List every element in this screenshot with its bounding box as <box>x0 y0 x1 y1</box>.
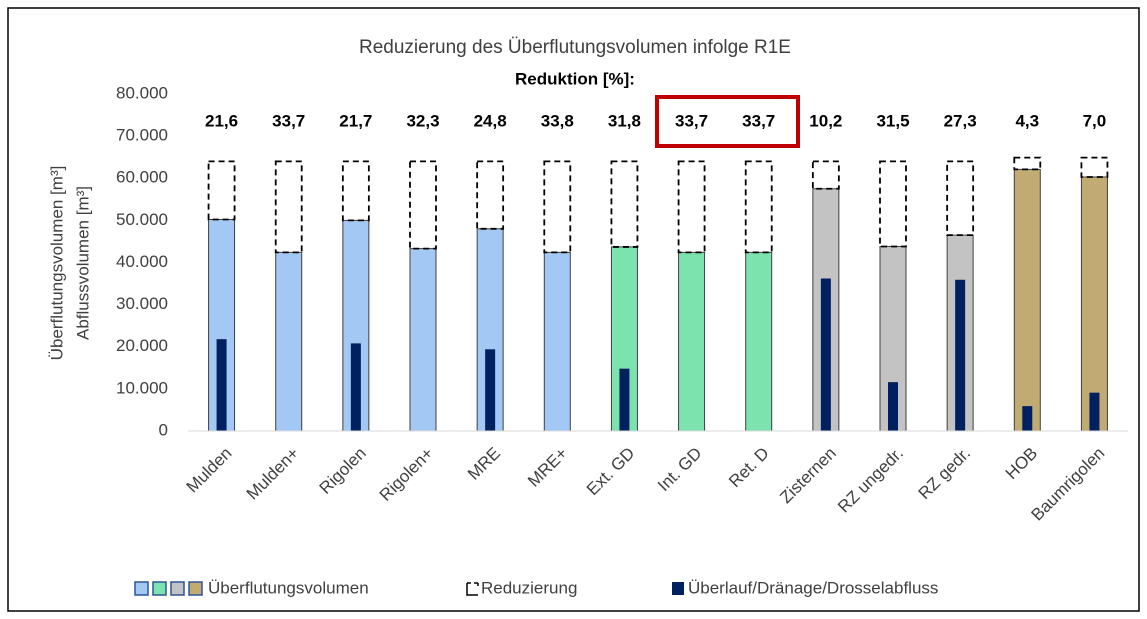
reduction-label: 10,2 <box>809 111 842 130</box>
y-tick-label: 10.000 <box>116 378 168 397</box>
bar <box>543 251 571 432</box>
reduction-bar <box>207 160 236 221</box>
reduction-bar <box>677 160 706 254</box>
legend-label: Reduzierung <box>481 578 577 597</box>
overflow-bar <box>619 368 630 431</box>
legend-swatch <box>466 582 479 596</box>
y-tick-label: 0 <box>159 420 168 439</box>
reduction-bar <box>274 160 303 254</box>
reduction-label: 7,0 <box>1083 111 1107 130</box>
overflow-bar <box>485 349 496 431</box>
chart-title: Reduzierung des Überflutungsvolumen info… <box>359 37 791 58</box>
bar <box>745 251 773 432</box>
overflow-bar <box>888 382 898 431</box>
bar <box>409 248 437 432</box>
reduction-title: Reduktion [%]: <box>515 69 635 88</box>
highlight-box <box>655 95 800 148</box>
y-axis-title: Überflutungsvolumen [m³] <box>47 166 66 361</box>
reduction-bar <box>341 160 370 222</box>
reduction-bar <box>946 160 975 237</box>
overflow-bar <box>955 279 966 431</box>
bar <box>1013 168 1041 432</box>
reduction-bar <box>610 160 639 248</box>
legend-swatch <box>134 581 149 596</box>
legend-label: Überflutungsvolumen <box>208 578 369 597</box>
y-tick-label: 50.000 <box>116 210 168 229</box>
overflow-bar <box>1022 406 1033 431</box>
reduction-label: 33,8 <box>541 111 574 130</box>
overflow-bar <box>216 339 227 431</box>
reduction-label: 33,7 <box>272 111 305 130</box>
y-tick-label: 30.000 <box>116 294 168 313</box>
y-tick-label: 80.000 <box>116 83 168 102</box>
legend-swatch <box>152 581 167 596</box>
reduction-bar <box>476 160 505 230</box>
overflow-bar <box>1089 392 1100 431</box>
reduction-label: 24,8 <box>474 111 507 130</box>
reduction-bar <box>811 160 840 190</box>
overflow-bar <box>820 278 831 431</box>
reduction-bar <box>1013 156 1042 171</box>
reduction-label: 33,7 <box>742 111 775 130</box>
reduction-bar <box>744 160 773 254</box>
legend-swatch <box>170 581 185 596</box>
y-axis-title: Abflussvolumen [m³] <box>73 186 92 340</box>
reduction-label: 21,7 <box>339 111 372 130</box>
y-tick-label: 40.000 <box>116 252 168 271</box>
y-tick-label: 70.000 <box>116 126 168 145</box>
reduction-label: 27,3 <box>944 111 977 130</box>
legend-swatch <box>672 582 684 595</box>
legend: Überflutungsvolumen Reduzierung Überlauf… <box>134 578 938 597</box>
legend-label: Überlauf/Dränage/Drosselabfluss <box>688 578 938 597</box>
reduction-label: 33,7 <box>675 111 708 130</box>
legend-swatch <box>188 581 203 596</box>
bar <box>678 251 706 432</box>
reduction-bar <box>543 160 572 254</box>
reduction-label: 31,5 <box>876 111 909 130</box>
reduction-label: 31,8 <box>608 111 641 130</box>
reduction-bar <box>879 160 907 248</box>
reduction-label: 21,6 <box>205 111 238 130</box>
overflow-bar <box>350 343 361 431</box>
reduction-label: 32,3 <box>406 111 439 130</box>
y-tick-label: 60.000 <box>116 168 168 187</box>
reduction-label: 4,3 <box>1015 111 1039 130</box>
reduction-bar <box>1080 156 1109 178</box>
y-tick-label: 20.000 <box>116 336 168 355</box>
bar <box>1080 176 1108 432</box>
reduction-bar <box>409 160 437 250</box>
bar <box>275 251 303 432</box>
